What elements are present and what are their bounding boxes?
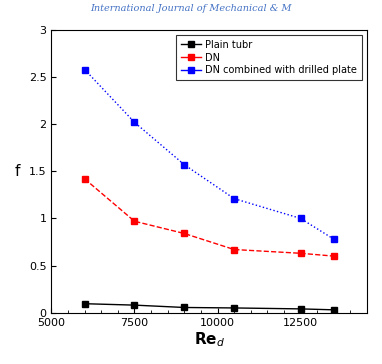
- DN combined with drilled plate: [132, 120, 137, 124]
- DN: [83, 177, 87, 181]
- DN: [132, 219, 137, 223]
- DN: [298, 251, 303, 256]
- Y-axis label: f: f: [15, 164, 20, 179]
- Plain tubr: [182, 305, 186, 310]
- Line: Plain tubr: Plain tubr: [82, 301, 337, 313]
- DN combined with drilled plate: [232, 197, 236, 201]
- X-axis label: Re$_{d}$: Re$_{d}$: [194, 330, 225, 349]
- DN: [332, 254, 336, 258]
- Legend: Plain tubr, DN, DN combined with drilled plate: Plain tubr, DN, DN combined with drilled…: [176, 35, 362, 80]
- Plain tubr: [298, 307, 303, 311]
- DN combined with drilled plate: [298, 216, 303, 221]
- Plain tubr: [83, 301, 87, 306]
- DN combined with drilled plate: [83, 67, 87, 72]
- Text: International Journal of Mechanical & M: International Journal of Mechanical & M: [90, 4, 292, 13]
- Line: DN combined with drilled plate: DN combined with drilled plate: [82, 67, 337, 242]
- Plain tubr: [132, 303, 137, 307]
- DN: [232, 247, 236, 252]
- Line: DN: DN: [82, 176, 337, 259]
- Plain tubr: [232, 306, 236, 310]
- DN combined with drilled plate: [332, 237, 336, 241]
- DN: [182, 231, 186, 236]
- Plain tubr: [332, 308, 336, 312]
- DN combined with drilled plate: [182, 162, 186, 167]
